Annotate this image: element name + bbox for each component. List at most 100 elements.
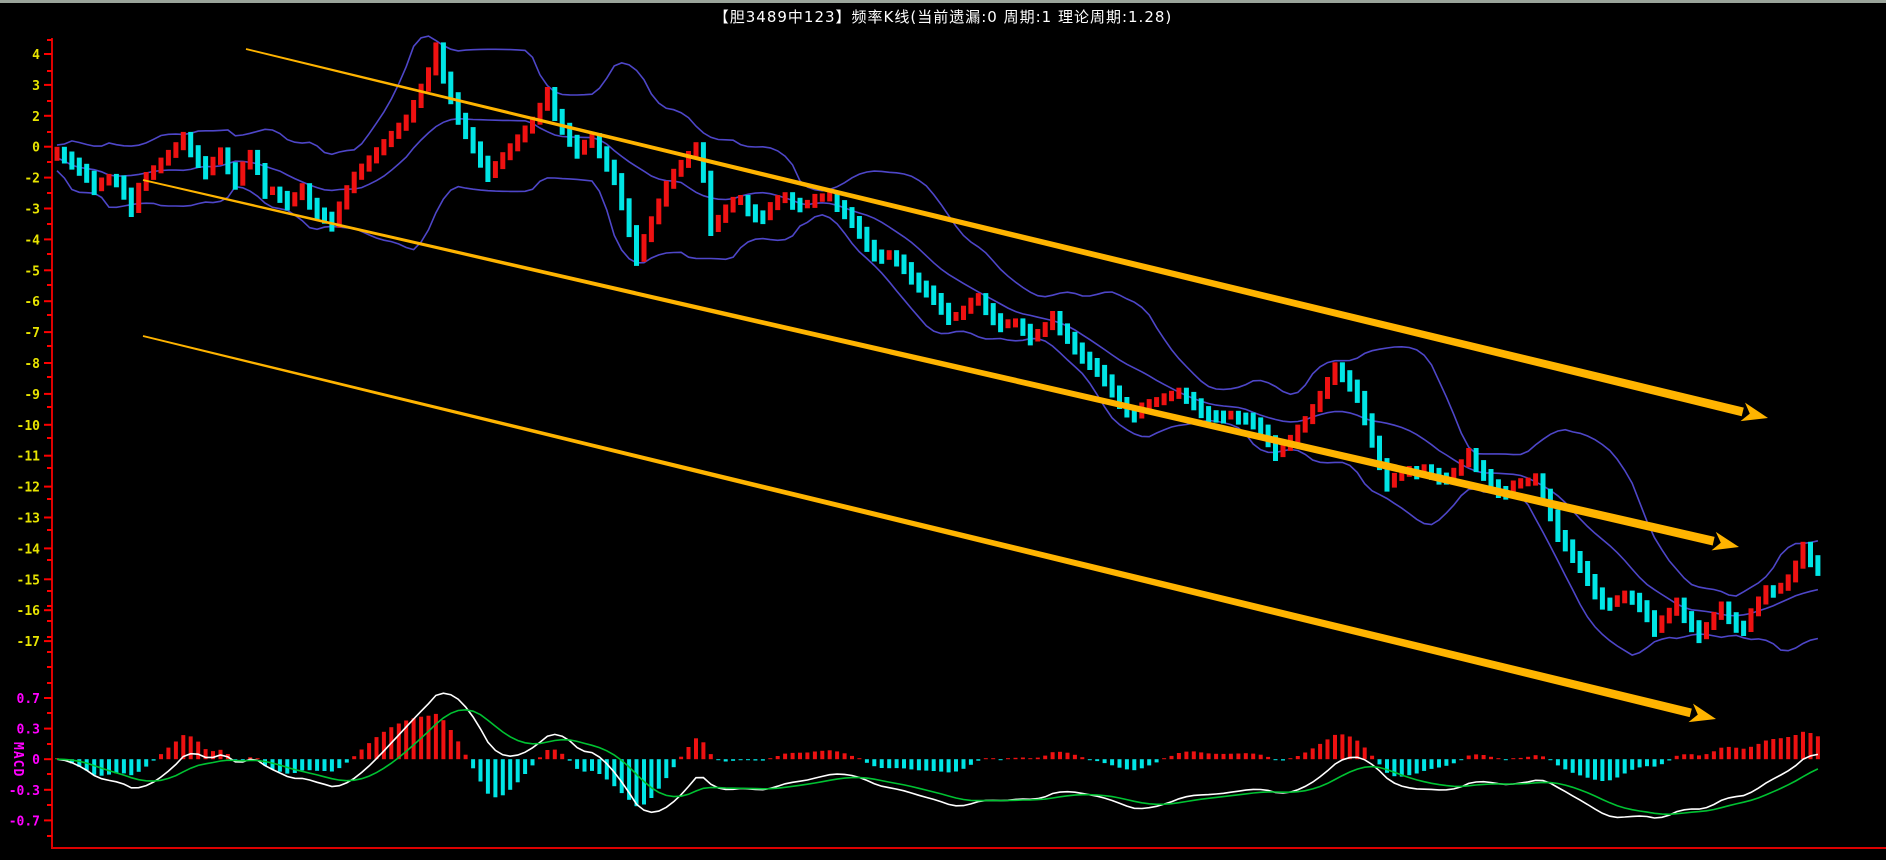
macd-bar-positive (1763, 740, 1768, 760)
macd-bar-positive (211, 751, 215, 760)
macd-bar-negative (753, 759, 758, 761)
candle-up (1800, 541, 1806, 569)
major-tick (44, 788, 52, 791)
macd-bar-negative (292, 759, 297, 773)
candle-up (782, 192, 788, 204)
minor-tick (47, 253, 52, 255)
candle-down (1599, 587, 1605, 610)
macd-bar-positive (1206, 753, 1211, 760)
axis-label: -9 (24, 388, 40, 403)
candle-down (1681, 597, 1687, 624)
axis-label: -17 (17, 635, 40, 650)
macd-bar-positive (181, 735, 186, 760)
macd-bar-positive (790, 752, 795, 760)
macd-bar-negative (92, 759, 97, 775)
candle-down (1570, 539, 1576, 563)
axis-label: -7 (24, 326, 40, 341)
candle-up (530, 116, 535, 134)
macd-bar-negative (107, 759, 111, 775)
candle-up (678, 159, 684, 177)
macd-bar-negative (961, 759, 966, 769)
trend-arrow-shaft-3 (142, 335, 1692, 718)
candle-down (1377, 435, 1382, 471)
candle-up (812, 193, 818, 208)
dea-line-green (56, 708, 1819, 816)
macd-bar-positive (441, 720, 446, 760)
macd-bar-positive (1035, 757, 1040, 760)
minor-tick (47, 605, 52, 607)
candle-down (1094, 358, 1100, 377)
macd-bar-positive (842, 753, 847, 760)
macd-bar-negative (136, 759, 141, 772)
candle-down (1733, 612, 1739, 633)
candle-down (225, 147, 231, 175)
candle-up (136, 182, 142, 213)
macd-bar-positive (203, 749, 208, 760)
candle-down (745, 195, 751, 217)
candle-down (1354, 379, 1360, 403)
candle-down (1652, 610, 1657, 637)
candle-down (91, 170, 97, 196)
macd-bar-negative (894, 759, 899, 769)
macd-bar-positive (1169, 755, 1174, 760)
macd-bar-positive (827, 750, 832, 760)
candle-down (1221, 410, 1226, 424)
candle-up (54, 146, 60, 161)
candle-up (1042, 322, 1048, 337)
candle-down (1607, 597, 1613, 611)
macd-bar-negative (1563, 759, 1568, 770)
major-tick (44, 53, 52, 55)
candle-down (84, 163, 90, 183)
candle-down (574, 134, 580, 159)
minor-tick (47, 590, 52, 592)
macd-bar-negative (627, 759, 632, 800)
macd-bar-negative (931, 759, 936, 771)
candle-down (797, 197, 803, 213)
macd-bar-negative (1102, 759, 1107, 764)
minor-tick (47, 498, 52, 500)
macd-bar-positive (679, 756, 684, 760)
macd-bar-negative (597, 759, 602, 774)
candle-down (1109, 374, 1115, 398)
candle-up (1050, 311, 1056, 331)
macd-bar-negative (1503, 759, 1508, 761)
major-tick (44, 331, 52, 334)
candle-up (1458, 459, 1464, 476)
candle-down (864, 226, 870, 252)
candle-down (1369, 413, 1375, 448)
candle-up (396, 122, 402, 139)
candle-up (663, 180, 669, 207)
macd-bar-positive (1043, 755, 1048, 760)
axis-label: -14 (17, 542, 41, 557)
macd-bar-negative (1652, 759, 1657, 767)
candle-up (106, 173, 112, 186)
dif-line-white (56, 692, 1819, 819)
macd-bar-negative (939, 759, 944, 772)
minor-tick (47, 651, 52, 653)
minor-tick (47, 773, 52, 775)
candle-down (1540, 473, 1546, 501)
candle-down (1726, 601, 1732, 625)
chart-title: 【胆3489中123】频率K线(当前遗漏:0 周期:1 理论周期:1.28) (713, 7, 1173, 26)
macd-bar-negative (731, 759, 736, 761)
macd-bar-positive (404, 720, 409, 760)
macd-bar-positive (1221, 753, 1226, 760)
axis-label: -4 (24, 233, 40, 248)
macd-bar-positive (159, 754, 163, 760)
macd-bar-positive (188, 736, 193, 760)
candle-up (336, 201, 342, 228)
minor-tick (47, 636, 52, 638)
title-bar: 【胆3489中123】频率K线(当前遗漏:0 周期:1 理论周期:1.28) (0, 3, 1886, 29)
candle-up (827, 192, 833, 202)
axis-label: 3 (32, 79, 40, 94)
major-tick (44, 485, 52, 488)
candle-down (1562, 530, 1568, 552)
candle-up (686, 151, 691, 168)
macd-bar-negative (315, 759, 320, 771)
upper-band (56, 35, 1819, 597)
macd-bar-positive (798, 752, 802, 760)
macd-bar-positive (1726, 746, 1731, 760)
candle-up (968, 297, 974, 314)
